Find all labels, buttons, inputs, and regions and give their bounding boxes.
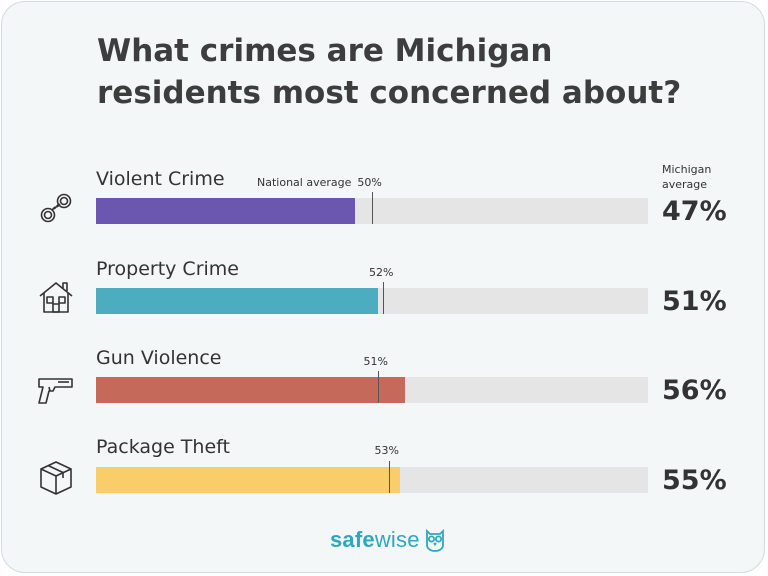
national-average-label-2: 51%	[364, 355, 388, 368]
brand-name-part-2: wise	[374, 527, 420, 552]
category-label-gun-violence: Gun Violence	[96, 347, 222, 369]
national-average-label-1: 52%	[369, 266, 393, 279]
bar-violent-crime	[96, 198, 356, 224]
bar-track-1	[96, 288, 648, 314]
gun-icon	[38, 378, 73, 404]
national-marker-1	[383, 282, 385, 314]
house-icon	[39, 282, 73, 313]
national-average-value-2: 51%	[363, 355, 388, 368]
bar-package-theft	[96, 467, 400, 493]
michigan-value-property-crime: 51%	[662, 286, 727, 317]
category-label-violent-crime: Violent Crime	[96, 168, 225, 190]
bar-property-crime	[96, 288, 378, 314]
category-label-property-crime: Property Crime	[96, 258, 239, 280]
national-average-label-3: 53%	[375, 444, 399, 457]
chart-title: What crimes are Michigan residents most …	[97, 30, 717, 114]
michigan-value-violent-crime: 47%	[662, 196, 727, 227]
bar-gun-violence	[96, 377, 406, 403]
bar-track-2	[96, 377, 648, 403]
brand-logo: safewise	[330, 526, 446, 554]
handcuffs-icon	[40, 193, 72, 223]
bar-track-3	[96, 467, 648, 493]
michigan-header-line-1: Michigan	[662, 163, 712, 176]
national-marker-0	[372, 192, 373, 224]
michigan-value-package-theft: 55%	[662, 465, 727, 496]
brand-name: safewise	[330, 527, 420, 553]
brand-name-part-1: safe	[330, 527, 375, 552]
michigan-header-line-2: average	[662, 178, 708, 191]
national-average-value-0: 50%	[357, 176, 382, 189]
package-icon	[40, 461, 72, 495]
national-average-value-3: 53%	[374, 444, 399, 457]
category-label-package-theft: Package Theft	[96, 436, 230, 458]
michigan-value-gun-violence: 56%	[662, 375, 727, 406]
title-line-1: What crimes are Michigan	[97, 33, 553, 69]
national-marker-3	[388, 461, 390, 493]
national-average-caption: National average	[257, 176, 352, 189]
michigan-average-header: Michigan average	[662, 162, 742, 192]
title-line-2: residents most concerned about?	[97, 75, 682, 111]
national-marker-2	[377, 371, 379, 403]
owl-icon	[425, 528, 444, 552]
national-average-label-0: National average 50%	[257, 176, 382, 189]
national-average-value-1: 52%	[369, 266, 394, 279]
